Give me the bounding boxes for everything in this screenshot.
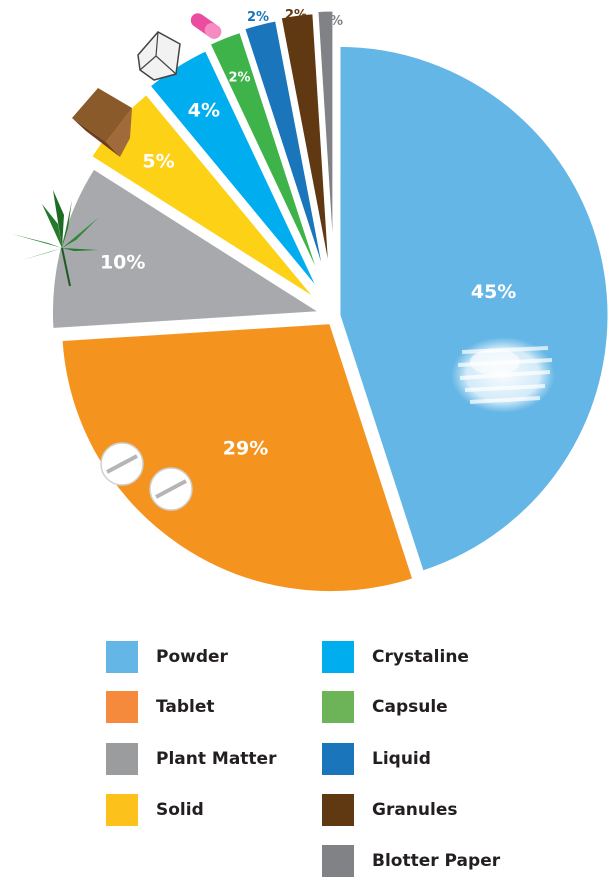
- cannabis-leaf-icon: [12, 190, 98, 287]
- capsule-icon: [190, 13, 222, 39]
- pie-slice-powder: [337, 43, 610, 575]
- legend-swatch-tablet: [106, 691, 138, 723]
- slice-value-label-tablet: 29%: [223, 438, 268, 460]
- legend-item-blotter-paper: Blotter Paper: [322, 845, 500, 877]
- slice-value-label-solid: 5%: [142, 150, 174, 172]
- legend-swatch-capsule: [322, 691, 354, 723]
- legend-item-liquid: Liquid: [322, 743, 431, 775]
- legend-label-plant-matter: Plant Matter: [156, 749, 277, 769]
- legend-item-capsule: Capsule: [322, 691, 448, 723]
- legend-item-powder: Powder: [106, 641, 228, 673]
- legend-swatch-crystaline: [322, 641, 354, 673]
- pie-slice-tablet: [59, 321, 416, 595]
- slice-value-label-powder: 45%: [471, 281, 516, 303]
- pie-slice-blotter-paper: [315, 8, 336, 281]
- legend-label-liquid: Liquid: [372, 749, 431, 769]
- slice-value-label-plant-matter: 10%: [100, 252, 145, 274]
- legend-swatch-plant-matter: [106, 743, 138, 775]
- slice-value-label-capsule: 2%: [228, 71, 250, 86]
- legend-swatch-solid: [106, 794, 138, 826]
- pie-slice-granules: [278, 11, 333, 283]
- legend-swatch-granules: [322, 794, 354, 826]
- tablet-pills-icon: [100, 442, 193, 511]
- slice-value-label-granules: 2%: [285, 8, 307, 23]
- legend-item-solid: Solid: [106, 794, 204, 826]
- legend-item-tablet: Tablet: [106, 691, 215, 723]
- legend-label-solid: Solid: [156, 800, 204, 820]
- legend-label-capsule: Capsule: [372, 697, 448, 717]
- crystal-icon: [137, 31, 181, 81]
- legend-swatch-liquid: [322, 743, 354, 775]
- pie-slice-capsule: [207, 29, 326, 289]
- legend-label-granules: Granules: [372, 800, 458, 820]
- powder-pile-icon: [451, 337, 555, 413]
- legend-item-granules: Granules: [322, 794, 458, 826]
- pie-slice-plant-matter: [49, 165, 327, 332]
- legend-swatch-blotter-paper: [322, 845, 354, 877]
- legend-label-tablet: Tablet: [156, 697, 215, 717]
- legend-swatch-powder: [106, 641, 138, 673]
- legend-label-blotter-paper: Blotter Paper: [372, 851, 501, 871]
- legend-label-crystaline: Crystaline: [372, 647, 469, 667]
- slice-value-label-liquid: 2%: [247, 10, 269, 25]
- legend-item-crystaline: Crystaline: [322, 641, 469, 673]
- legend-item-plant-matter: Plant Matter: [106, 743, 276, 775]
- slice-value-label-blotter-paper: 1%: [321, 14, 343, 29]
- pie-slice-liquid: [241, 18, 329, 286]
- slice-value-label-crystaline: 4%: [188, 99, 220, 121]
- pie-chart: 45% 29% 10% 5% 4% 2% 2% 2% 1%: [12, 8, 610, 595]
- brown-cube-icon: [72, 88, 132, 157]
- legend-label-powder: Powder: [156, 647, 228, 667]
